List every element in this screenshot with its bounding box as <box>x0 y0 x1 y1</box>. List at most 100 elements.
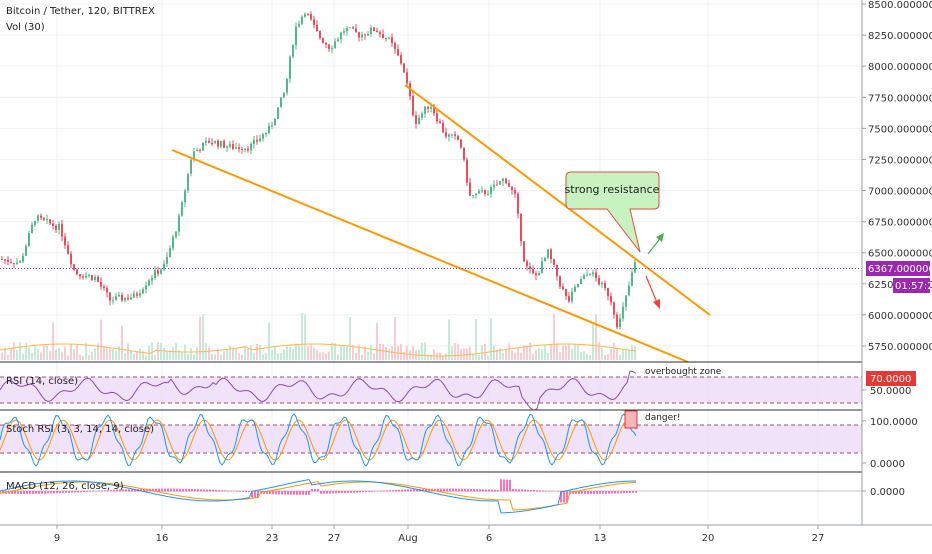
volume-bar <box>67 355 69 360</box>
macd-histogram-bar <box>593 491 595 494</box>
candle-body <box>460 139 462 148</box>
volume-bar <box>529 342 531 360</box>
macd-histogram-bar <box>380 490 382 492</box>
volume-bar <box>484 343 486 360</box>
volume-bar <box>37 349 39 360</box>
candle-body <box>568 296 570 302</box>
candle-body <box>361 34 363 38</box>
macd-histogram-bar <box>482 489 484 492</box>
candle-body <box>496 184 498 186</box>
macd-histogram-bar <box>350 491 352 493</box>
price-tick-label: 7250.00000000 <box>868 155 932 166</box>
macd-histogram-bar <box>536 490 538 492</box>
volume-bar <box>526 345 528 360</box>
volume-bar <box>199 316 201 360</box>
price-tick-label: 7750.00000000 <box>868 93 932 104</box>
candle-body <box>592 272 594 275</box>
candle-body <box>370 27 372 34</box>
volume-bar <box>169 350 171 360</box>
candle-body <box>634 261 636 273</box>
candle-body <box>229 144 231 147</box>
macd-histogram-bar <box>389 490 391 492</box>
macd-histogram-bar <box>242 491 244 492</box>
candle-body <box>598 278 600 285</box>
volume-label[interactable]: Vol (30) <box>6 22 45 33</box>
candle-body <box>439 121 441 123</box>
macd-label[interactable]: MACD (12, 26, close, 9) <box>6 481 124 492</box>
up-arrow-icon <box>647 233 664 255</box>
candle-body <box>520 213 522 242</box>
volume-bar <box>469 347 471 360</box>
volume-bar <box>457 343 459 360</box>
candle-body <box>382 34 384 39</box>
stoch-d-line <box>0 419 637 461</box>
candle-body <box>565 289 567 297</box>
strong-resistance-callout[interactable]: strong resistance <box>565 171 660 253</box>
macd-histogram-bar <box>245 491 247 493</box>
down-arrow-icon <box>645 275 660 309</box>
macd-histogram-bar <box>323 491 325 494</box>
macd-histogram-bar <box>101 490 103 492</box>
volume-bar <box>559 352 561 360</box>
volume-bar <box>394 317 396 360</box>
candle-body <box>466 159 468 183</box>
candle-body <box>10 262 12 264</box>
symbol-title[interactable]: Bitcoin / Tether, 120, BITTREX <box>6 6 155 17</box>
macd-histogram-bar <box>443 488 445 492</box>
volume-bar <box>10 348 12 360</box>
candle-body <box>475 193 477 196</box>
macd-histogram-bar <box>293 491 295 495</box>
macd-histogram-bar <box>605 491 607 494</box>
volume-bar <box>400 343 402 360</box>
candle-body <box>367 33 369 36</box>
candle-body <box>112 300 114 302</box>
volume-bar <box>100 319 102 360</box>
macd-histogram-bar <box>71 491 73 493</box>
candle-body <box>523 241 525 262</box>
candle-body <box>148 280 150 286</box>
candle-body <box>397 49 399 56</box>
candle-body <box>469 182 471 196</box>
volume-bar <box>61 352 63 360</box>
volume-bar <box>451 346 453 360</box>
macd-histogram-bar <box>95 490 97 492</box>
volume-bar <box>70 344 72 360</box>
volume-bar <box>502 352 504 360</box>
macd-histogram-bar <box>449 488 451 492</box>
candle-body <box>64 236 66 246</box>
volume-bar <box>556 343 558 360</box>
candle-body <box>595 272 597 279</box>
macd-histogram-bar <box>455 488 457 492</box>
volume-bar <box>163 347 165 360</box>
macd-histogram-bar <box>53 491 55 494</box>
candle-body <box>487 193 489 195</box>
candle-body <box>550 249 552 260</box>
candle-body <box>67 245 69 254</box>
candle-body <box>217 140 219 147</box>
volume-bar <box>355 353 357 360</box>
candle-body <box>301 16 303 24</box>
lower-trendline[interactable] <box>171 149 689 363</box>
stoch-label[interactable]: Stoch RSI (3, 3, 14, 14, close) <box>6 424 154 435</box>
macd-signal-line <box>0 481 637 511</box>
stoch-band <box>0 425 862 453</box>
macd-histogram-bar <box>272 491 274 495</box>
candle-body <box>586 274 588 276</box>
macd-histogram-bar <box>485 489 487 492</box>
volume-bar <box>622 349 624 360</box>
upper-trendline[interactable] <box>404 84 711 316</box>
candle-body <box>607 288 609 297</box>
candle-body <box>415 115 417 124</box>
macd-histogram-bar <box>626 491 628 494</box>
macd-histogram-bar <box>176 488 178 492</box>
macd-histogram-bar <box>287 491 289 495</box>
macd-histogram-bar <box>329 491 331 494</box>
rsi-label[interactable]: RSI (14, close) <box>6 376 78 387</box>
macd-histogram-bar <box>44 491 46 494</box>
candle-body <box>199 149 201 151</box>
candle-body <box>628 285 630 296</box>
time-axis[interactable]: 9 16 23 27 Aug 6 13 20 27 <box>0 524 932 550</box>
volume-bar <box>601 348 603 360</box>
